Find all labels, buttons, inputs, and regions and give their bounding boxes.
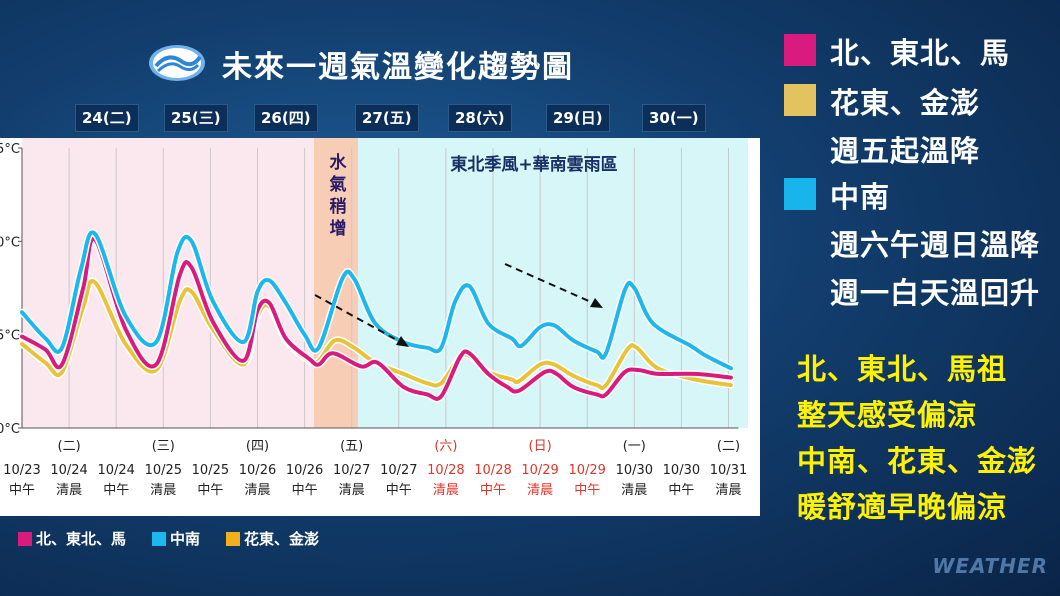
x-date-label: 10/28 <box>427 463 464 478</box>
x-date-label: 10/25 <box>192 463 229 478</box>
region-north: 北、東北、馬 <box>830 36 1011 70</box>
x-date-label: 10/30 <box>663 463 700 478</box>
summary-line: 中南、花東、金澎 <box>797 444 1038 478</box>
region-east-note: 週五起溫降 <box>830 134 981 168</box>
summary-line: 北、東北、馬祖 <box>797 352 1008 386</box>
x-weekday-label: (二) <box>58 439 81 454</box>
trend-arrow-head <box>396 336 409 347</box>
region-central-note1: 週六午週日溫降 <box>830 228 1041 262</box>
moisture-annotation: 水氣稍增 <box>330 152 348 239</box>
region-central-note2: 週一白天溫回升 <box>830 276 1041 310</box>
x-time-label: 清晨 <box>339 483 365 498</box>
x-time-label: 中午 <box>292 483 318 498</box>
x-time-label: 清晨 <box>244 483 270 498</box>
y-tick-label: 15°C <box>0 329 20 344</box>
x-date-label: 10/24 <box>97 463 134 478</box>
x-weekday-label: (五) <box>340 439 363 454</box>
x-date-label: 10/29 <box>521 463 558 478</box>
day-label: 30(一) <box>642 104 706 132</box>
x-time-label: 中午 <box>574 483 600 498</box>
trend-arrow <box>314 294 407 346</box>
legend-label: 北、東北、馬 <box>36 530 127 548</box>
y-tick-label: 25°C <box>0 142 20 157</box>
x-weekday-label: (三) <box>152 439 175 454</box>
x-time-label: 中午 <box>9 483 35 498</box>
x-weekday-label: (二) <box>717 439 740 454</box>
x-date-label: 10/23 <box>3 463 40 478</box>
moisture-char: 氣 <box>330 174 347 195</box>
series-line <box>20 236 733 401</box>
gold-swatch <box>784 84 816 116</box>
legend-swatch <box>18 531 32 546</box>
x-time-label: 清晨 <box>527 483 553 498</box>
orange-band <box>314 138 358 428</box>
x-time-label: 中午 <box>197 483 223 498</box>
y-tick-label: 10°C <box>0 422 20 437</box>
x-date-label: 10/25 <box>145 463 182 478</box>
page-title: 未來一週氣溫變化趨勢圖 <box>222 50 574 85</box>
summary-line: 整天感受偏涼 <box>797 398 978 432</box>
x-date-label: 10/27 <box>380 463 417 478</box>
x-date-label: 10/29 <box>568 463 605 478</box>
monsoon-annotation: 東北季風+華南雲雨區 <box>450 154 617 175</box>
weather-watermark: WEATHER <box>932 554 1048 578</box>
legend-item: 中南 <box>152 528 200 549</box>
chart-panel: 25°C 20°C 15°C 10°C 10/23 中午 (二) 10/24 清晨 10/24 中… <box>0 138 760 516</box>
y-tick-label: 20°C <box>0 235 20 250</box>
x-time-label: 中午 <box>386 483 412 498</box>
magenta-swatch <box>784 34 816 66</box>
day-label: 27(五) <box>355 104 419 132</box>
x-time-label: 清晨 <box>621 483 647 498</box>
legend-label: 花東、金澎 <box>244 530 320 548</box>
x-weekday-label: (四) <box>246 439 269 454</box>
legend-label: 中南 <box>170 530 201 548</box>
legend-item: 北、東北、馬 <box>18 528 126 549</box>
x-time-label: 清晨 <box>56 483 82 498</box>
day-label: 29(日) <box>546 104 610 132</box>
x-date-label: 10/26 <box>286 463 323 478</box>
x-date-label: 10/26 <box>239 463 276 478</box>
cyan-swatch <box>784 178 816 210</box>
trend-arrow-head <box>590 298 603 308</box>
series-line <box>20 230 733 371</box>
x-date-label: 10/28 <box>474 463 511 478</box>
moisture-char: 稍 <box>330 196 347 217</box>
x-time-label: 中午 <box>668 483 694 498</box>
day-label: 24(二) <box>75 104 139 132</box>
x-time-label: 清晨 <box>150 483 176 498</box>
day-label: 28(六) <box>448 104 512 132</box>
moisture-char: 水 <box>330 152 348 173</box>
cyan-band <box>358 138 748 428</box>
temperature-chart: 25°C 20°C 15°C 10°C 10/23 中午 (二) 10/24 清晨 10/24 中… <box>0 138 748 498</box>
legend-swatch <box>152 531 167 546</box>
region-central-south: 中南 <box>830 180 891 214</box>
chart-legend: 北、東北、馬 中南 花東、金澎 <box>18 528 319 549</box>
x-date-label: 10/24 <box>50 463 87 478</box>
legend-swatch <box>226 531 241 546</box>
day-label: 25(三) <box>164 104 228 132</box>
x-time-label: 清晨 <box>715 483 741 498</box>
moisture-char: 增 <box>330 218 347 239</box>
x-time-label: 中午 <box>103 483 129 498</box>
legend-item: 花東、金澎 <box>226 528 319 549</box>
x-weekday-label: (日) <box>529 439 552 454</box>
day-label: 26(四) <box>254 104 318 132</box>
x-date-label: 10/30 <box>616 463 653 478</box>
summary-line: 暖舒適早晚偏涼 <box>797 490 1008 524</box>
x-weekday-label: (一) <box>623 439 646 454</box>
x-date-label: 10/27 <box>333 463 370 478</box>
trend-arrow <box>504 263 601 307</box>
x-weekday-label: (六) <box>434 439 457 454</box>
x-date-label: 10/31 <box>710 463 747 478</box>
x-time-label: 中午 <box>480 483 506 498</box>
region-east: 花東、金澎 <box>830 86 981 120</box>
cwb-logo-icon <box>149 45 205 81</box>
x-time-label: 清晨 <box>433 483 459 498</box>
